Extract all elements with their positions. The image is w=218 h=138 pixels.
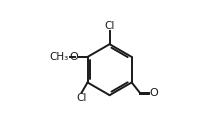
Text: O: O <box>69 52 78 62</box>
Text: CH₃: CH₃ <box>50 52 69 62</box>
Text: O: O <box>150 88 158 99</box>
Text: Cl: Cl <box>104 21 115 31</box>
Text: Cl: Cl <box>76 93 86 103</box>
